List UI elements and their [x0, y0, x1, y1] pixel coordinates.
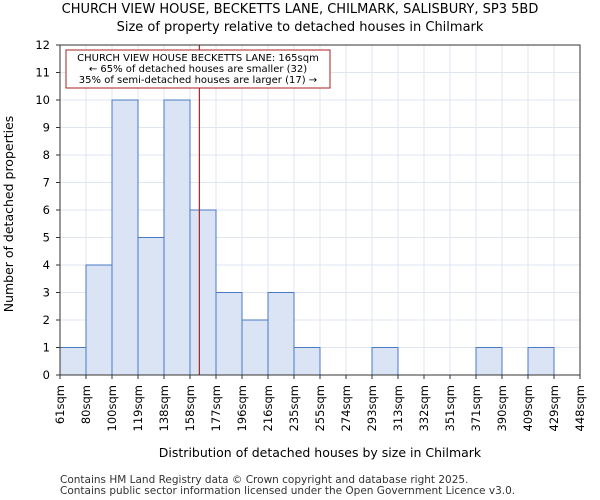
x-tick-label: 80sqm [79, 385, 93, 424]
x-tick-label: 448sqm [573, 385, 587, 431]
y-tick-label: 3 [43, 286, 50, 300]
y-axis-title: Number of detached properties [1, 116, 16, 313]
footer-line1: Contains HM Land Registry data © Crown c… [60, 474, 468, 486]
x-tick-label: 61sqm [53, 385, 67, 424]
bar [111, 99, 139, 376]
y-tick-label: 12 [35, 38, 50, 52]
y-tick-label: 6 [43, 203, 50, 217]
x-tick-label: 332sqm [417, 385, 431, 431]
x-tick-label: 429sqm [547, 385, 561, 431]
x-tick-label: 274sqm [339, 385, 353, 431]
y-tick-label: 1 [43, 341, 50, 355]
bar [241, 319, 269, 376]
y-tick-label: 2 [43, 313, 50, 327]
x-tick-label: 351sqm [443, 385, 457, 431]
x-tick-label: 196sqm [235, 385, 249, 431]
bar [215, 292, 243, 376]
footer-line2: Contains public sector information licen… [60, 485, 515, 497]
y-tick-label: 5 [43, 231, 50, 245]
x-tick-label: 235sqm [287, 385, 301, 431]
x-axis-title: Distribution of detached houses by size … [159, 445, 482, 460]
x-axis: 61sqm 80sqm 100sqm 119sqm 138sqm 158sqm 177sqm… [53, 375, 587, 431]
y-tick-label: 7 [43, 176, 50, 190]
bar [137, 237, 165, 376]
x-tick-label: 313sqm [391, 385, 405, 431]
x-tick-label: 177sqm [209, 385, 223, 431]
x-tick-label: 371sqm [469, 385, 483, 431]
annotation-line2: ← 65% of detached houses are smaller (32… [89, 64, 307, 75]
annotation-frame [65, 49, 331, 89]
bar [527, 347, 555, 376]
y-tick-label: 9 [43, 121, 50, 135]
x-tick-label: 138sqm [157, 385, 171, 431]
bars [59, 99, 555, 376]
x-tick-label: 293sqm [365, 385, 379, 431]
y-tick-label: 4 [43, 258, 50, 272]
x-tick-label: 119sqm [131, 385, 145, 431]
x-tick-label: 390sqm [495, 385, 509, 431]
bar [371, 347, 399, 376]
y-tick-label: 8 [43, 148, 50, 162]
bar [475, 347, 503, 376]
bar [85, 264, 113, 376]
bar [293, 347, 321, 376]
chart-title: CHURCH VIEW HOUSE, BECKETTS LANE, CHILMA… [62, 2, 539, 17]
annotation-box: CHURCH VIEW HOUSE BECKETTS LANE: 165sqm … [65, 49, 331, 89]
bar [59, 347, 87, 376]
x-tick-label: 409sqm [521, 385, 535, 431]
bar [267, 292, 295, 376]
chart-subtitle: Size of property relative to detached ho… [117, 20, 484, 35]
x-tick-label: 100sqm [105, 385, 119, 431]
y-tick-label: 10 [35, 93, 50, 107]
bar [189, 209, 217, 376]
x-tick-label: 216sqm [261, 385, 275, 431]
y-tick-label: 0 [43, 368, 50, 382]
x-tick-label: 255sqm [313, 385, 327, 431]
bar [163, 99, 191, 376]
annotation-line1: CHURCH VIEW HOUSE BECKETTS LANE: 165sqm [77, 53, 319, 64]
x-tick-label: 158sqm [183, 385, 197, 431]
annotation-line3: 35% of semi-detached houses are larger (… [79, 75, 317, 86]
y-tick-label: 11 [35, 66, 50, 80]
